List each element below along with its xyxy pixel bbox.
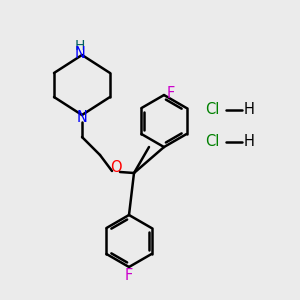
Text: O: O xyxy=(110,160,122,175)
Text: H: H xyxy=(244,103,254,118)
Text: H: H xyxy=(244,134,254,149)
Text: N: N xyxy=(76,110,87,124)
Text: Cl: Cl xyxy=(205,103,219,118)
Text: H: H xyxy=(75,39,85,53)
Text: N: N xyxy=(75,46,86,61)
Text: F: F xyxy=(167,85,175,100)
Text: F: F xyxy=(125,268,133,284)
Text: Cl: Cl xyxy=(205,134,219,149)
